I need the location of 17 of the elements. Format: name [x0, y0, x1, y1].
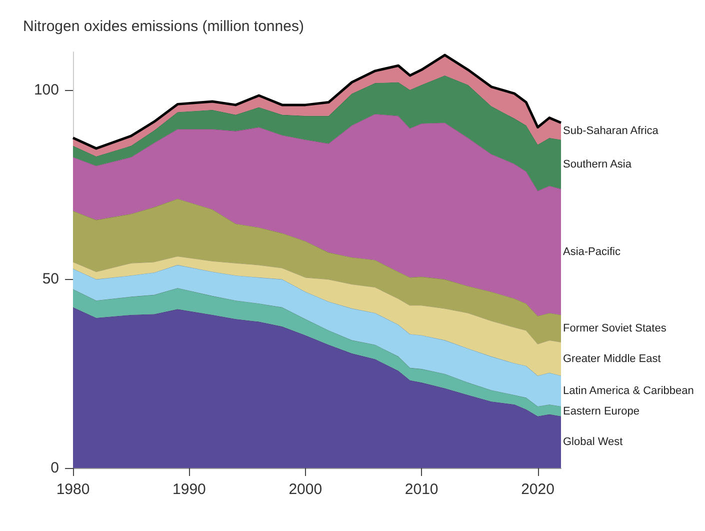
series-label: Global West: [563, 436, 623, 448]
x-tick-label: 2000: [288, 481, 322, 498]
series-label: Asia-Pacific: [563, 246, 621, 258]
x-tick-label: 1980: [56, 481, 90, 498]
y-tick-label: 50: [42, 270, 59, 288]
series-label: Greater Middle East: [563, 352, 661, 365]
series-label: Former Soviet States: [563, 322, 667, 334]
series-label: Southern Asia: [563, 158, 632, 170]
x-tick-label: 2020: [521, 481, 554, 498]
x-tick-label: 2010: [404, 481, 438, 498]
x-tick-label: 1990: [172, 481, 206, 498]
series-label: Eastern Europe: [563, 405, 640, 418]
series-label: Latin America & Caribbean: [563, 385, 694, 398]
chart-title: Nitrogen oxides emissions (million tonnes): [23, 18, 304, 35]
series-label: Sub-Saharan Africa: [563, 125, 660, 138]
y-tick-label: 0: [50, 460, 59, 476]
y-tick-label: 100: [34, 81, 59, 98]
